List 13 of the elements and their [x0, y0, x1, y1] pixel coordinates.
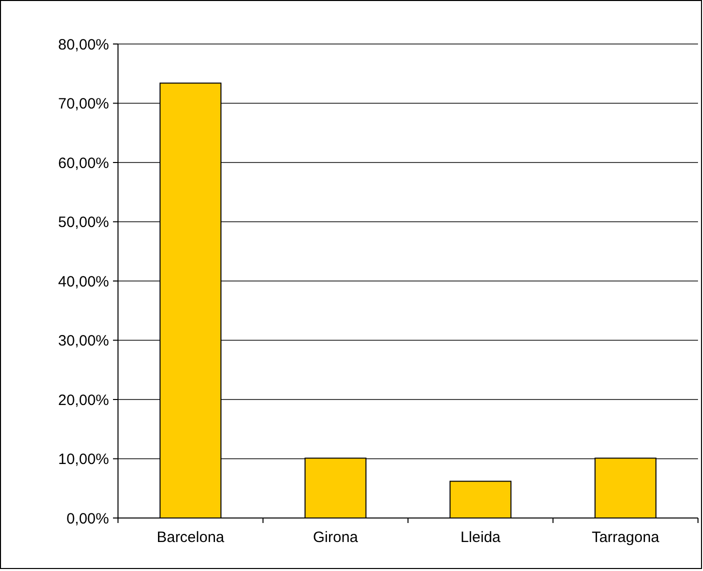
y-tick-label: 60,00%: [58, 154, 109, 172]
y-tick-label: 50,00%: [58, 214, 109, 231]
y-tick-label: 80,00%: [58, 36, 109, 54]
y-tick-label: 20,00%: [58, 392, 109, 409]
y-tick-label: 40,00%: [58, 273, 109, 290]
x-tick-label: Lleida: [460, 529, 502, 546]
x-tick-label: Girona: [312, 529, 359, 546]
y-tick-label: 70,00%: [58, 96, 109, 112]
y-tick-label: 30,00%: [58, 332, 109, 350]
x-tick-label: Tarragona: [592, 529, 660, 546]
y-tick-label: 0,00%: [66, 510, 109, 528]
x-tick-label: Barcelona: [156, 529, 225, 546]
y-tick-label: 10,00%: [58, 451, 109, 468]
